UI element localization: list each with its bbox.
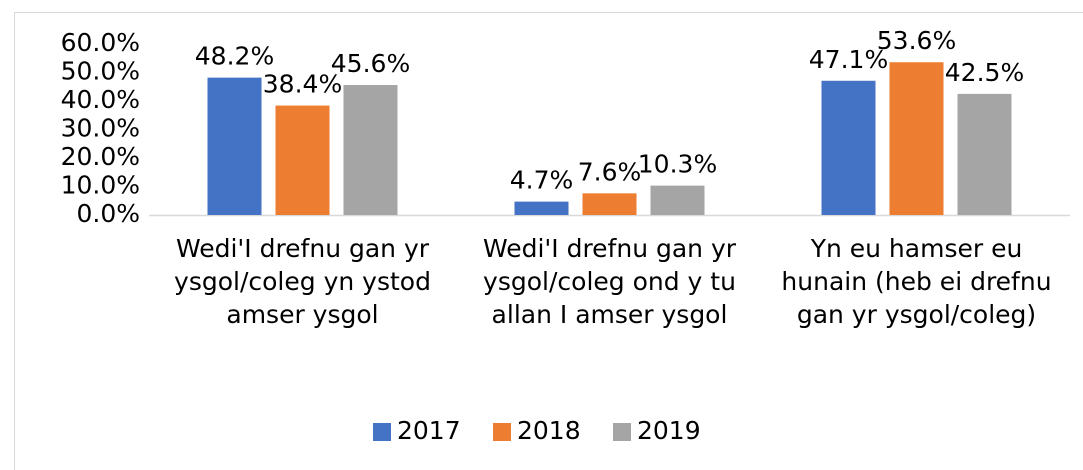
y-tick-label: 50.0% (61, 57, 140, 86)
y-tick-label: 30.0% (61, 114, 140, 143)
bar (889, 62, 944, 215)
data-label: 47.1% (809, 45, 888, 74)
bar (650, 185, 705, 215)
bar (275, 105, 330, 215)
bar (582, 193, 637, 215)
legend-swatch (373, 423, 391, 441)
legend-label: 2019 (637, 416, 701, 445)
bar (821, 80, 876, 215)
data-label: 45.6% (331, 49, 410, 78)
data-label: 53.6% (877, 26, 956, 55)
data-label: 42.5% (945, 58, 1024, 87)
chart-border (14, 12, 1083, 470)
x-tick-label: Wedi'I drefnu gan yr ysgol/coleg ond y t… (482, 234, 737, 329)
y-tick-label: 60.0% (61, 28, 140, 57)
y-tick-label: 0.0% (76, 199, 140, 228)
data-label: 4.7% (510, 166, 574, 195)
legend-swatch (493, 423, 511, 441)
x-tick-label: Yn eu hamser eu hunain (heb ei drefnu ga… (781, 234, 1052, 329)
bar (207, 77, 262, 215)
data-label: 48.2% (195, 42, 274, 71)
bar (957, 93, 1012, 215)
data-label: 7.6% (578, 157, 642, 186)
legend-label: 2018 (517, 416, 581, 445)
y-tick-label: 40.0% (61, 85, 140, 114)
legend-swatch (613, 423, 631, 441)
y-tick-label: 20.0% (61, 142, 140, 171)
y-tick-label: 10.0% (61, 171, 140, 200)
data-label: 38.4% (263, 70, 342, 99)
x-tick-label: Wedi'I drefnu gan yr ysgol/coleg yn ysto… (174, 234, 431, 329)
data-label: 10.3% (638, 150, 717, 179)
bar (514, 201, 569, 215)
legend-label: 2017 (397, 416, 461, 445)
bar (343, 85, 398, 215)
